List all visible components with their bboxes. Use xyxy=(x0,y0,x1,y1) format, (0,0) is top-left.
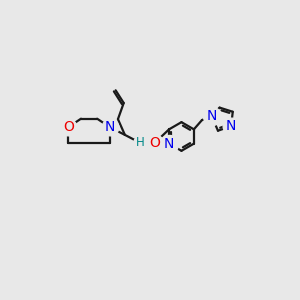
Text: O: O xyxy=(149,136,160,150)
Text: N: N xyxy=(105,120,115,134)
Text: O: O xyxy=(63,120,74,134)
Text: N: N xyxy=(226,119,236,133)
Text: N: N xyxy=(164,136,174,151)
Text: N: N xyxy=(206,109,217,123)
Text: H: H xyxy=(136,136,144,149)
